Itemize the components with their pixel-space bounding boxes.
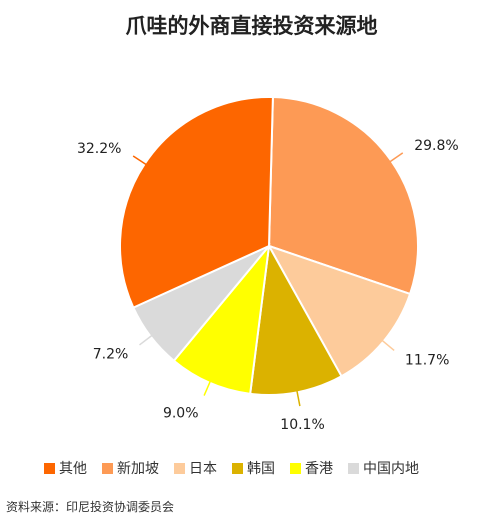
legend-swatch-3	[232, 462, 243, 474]
legend-label-1: 新加坡	[117, 461, 159, 477]
leader-line-0	[389, 152, 404, 163]
legend-label-2: 日本	[189, 461, 217, 477]
leader-line-3	[203, 380, 212, 396]
data-label-1: 11.7%	[405, 352, 449, 368]
leader-line-4	[139, 334, 153, 346]
data-label-5: 32.2%	[77, 141, 121, 157]
legend-item-2: 日本	[174, 458, 217, 478]
legend-swatch-2	[174, 462, 185, 474]
legend-label-5: 中国内地	[363, 461, 419, 477]
chart-legend: 其他 新加坡 日本 韩国 香港 中国内地	[44, 458, 434, 478]
legend-label-3: 韩国	[247, 461, 275, 477]
legend-item-4: 香港	[290, 458, 333, 478]
legend-item-3: 韩国	[232, 458, 275, 478]
legend-label-0: 其他	[59, 461, 87, 477]
leader-line-2	[296, 390, 301, 407]
leader-line-1	[381, 339, 395, 352]
data-label-0: 29.8%	[414, 138, 458, 154]
data-label-2: 10.1%	[280, 417, 324, 433]
legend-swatch-4	[290, 462, 301, 474]
legend-item-1: 新加坡	[102, 458, 159, 478]
legend-item-5: 中国内地	[348, 458, 419, 478]
data-label-4: 7.2%	[93, 346, 129, 362]
data-label-3: 9.0%	[163, 405, 199, 421]
legend-swatch-5	[348, 462, 359, 474]
legend-item-0: 其他	[44, 458, 87, 478]
legend-swatch-1	[102, 462, 113, 474]
legend-label-4: 香港	[305, 461, 333, 477]
leader-line-5	[132, 155, 147, 166]
legend-swatch-0	[44, 462, 55, 474]
chart-title: 爪哇的外商直接投资来源地	[125, 14, 378, 38]
source-note: 资料来源：印尼投资协调委员会	[6, 500, 175, 514]
